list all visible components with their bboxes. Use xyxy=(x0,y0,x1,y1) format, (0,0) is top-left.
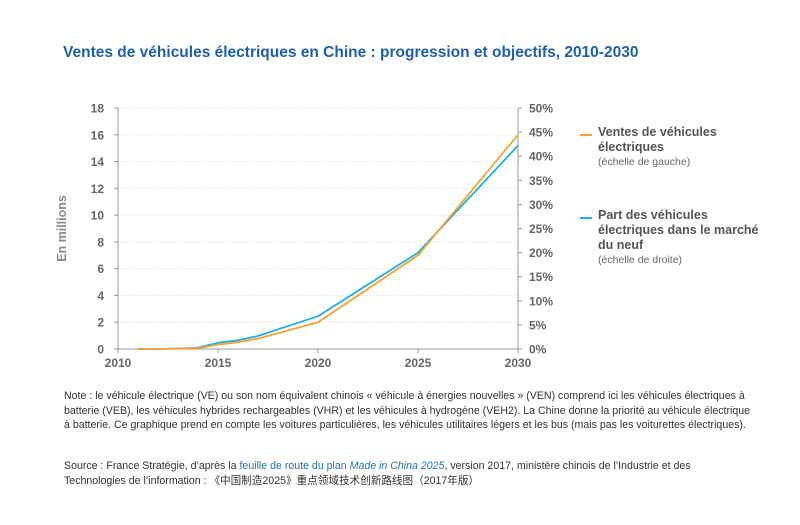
right-tick-label-50: 50% xyxy=(529,102,553,116)
left-tick-label-14: 14 xyxy=(91,155,105,169)
x-tick-label-2030: 2030 xyxy=(505,356,532,370)
x-tick-label-2010: 2010 xyxy=(105,356,132,370)
right-tick-label-20: 20% xyxy=(529,246,553,260)
right-tick-label-0: 0% xyxy=(529,343,547,357)
source-link[interactable]: feuille de route du plan Made in China 2… xyxy=(239,460,444,472)
x-tick-label-2015: 2015 xyxy=(205,356,232,370)
grid-lines xyxy=(118,107,518,323)
legend-swatch-sales xyxy=(580,134,592,136)
chart-title: Ventes de véhicules électriques en Chine… xyxy=(63,44,639,61)
right-tick-label-35: 35% xyxy=(529,174,553,188)
source-link-italic: Made in China 2025 xyxy=(349,460,445,472)
left-tick-label-16: 16 xyxy=(91,128,105,142)
left-tick-label-18: 18 xyxy=(91,102,105,116)
left-tick-label-12: 12 xyxy=(91,182,105,196)
legend-swatch-share xyxy=(580,217,592,219)
left-tick-label-2: 2 xyxy=(97,316,104,330)
right-tick-label-5: 5% xyxy=(529,318,547,332)
right-tick-label-30: 30% xyxy=(529,198,553,212)
legend-label-sales: Ventes de véhicules électriques xyxy=(598,125,717,154)
series-line-sales xyxy=(138,134,519,350)
series-line-share xyxy=(138,144,519,350)
chart-note: Note : le véhicule électrique (VE) ou so… xyxy=(64,390,751,431)
legend-label-share: Part des véhicules électriques dans le m… xyxy=(598,208,759,252)
tick-labels: 0 2 4 6 8 10 12 14 16 18 0% 5% 10% 15% 20% 25% 30% 35% 40%… xyxy=(55,102,553,371)
x-tick-label-2025: 2025 xyxy=(405,356,432,370)
source-link-text: feuille de route du plan xyxy=(239,460,350,472)
left-tick-label-8: 8 xyxy=(97,235,104,249)
right-tick-label-10: 10% xyxy=(529,294,553,308)
source-suffix: , version 2017, ministère chinois de l’I… xyxy=(64,460,691,487)
left-tick-label-10: 10 xyxy=(91,209,105,223)
source-prefix: Source : France Stratégie, d’après la xyxy=(64,460,240,472)
left-tick-label-4: 4 xyxy=(97,289,104,303)
right-tick-label-25: 25% xyxy=(529,222,553,236)
legend-sub-sales: (échelle de gauche) xyxy=(598,156,691,168)
left-tick-label-6: 6 xyxy=(97,262,104,276)
left-tick-label-0: 0 xyxy=(97,343,104,357)
x-tick-label-2020: 2020 xyxy=(305,356,332,370)
right-tick-label-45: 45% xyxy=(529,126,553,140)
series-lines xyxy=(138,134,519,350)
legend-sub-share: (échelle de droite) xyxy=(598,254,683,266)
line-chart: 0 2 4 6 8 10 12 14 16 18 0% 5% 10% 15% 20% 25% 30% 35% 40%… xyxy=(55,102,553,371)
y-axis-title: En millions xyxy=(55,195,69,262)
right-tick-label-15: 15% xyxy=(529,270,553,284)
right-tick-label-40: 40% xyxy=(529,150,553,164)
chart-source: Source : France Stratégie, d’après la fe… xyxy=(64,459,754,488)
